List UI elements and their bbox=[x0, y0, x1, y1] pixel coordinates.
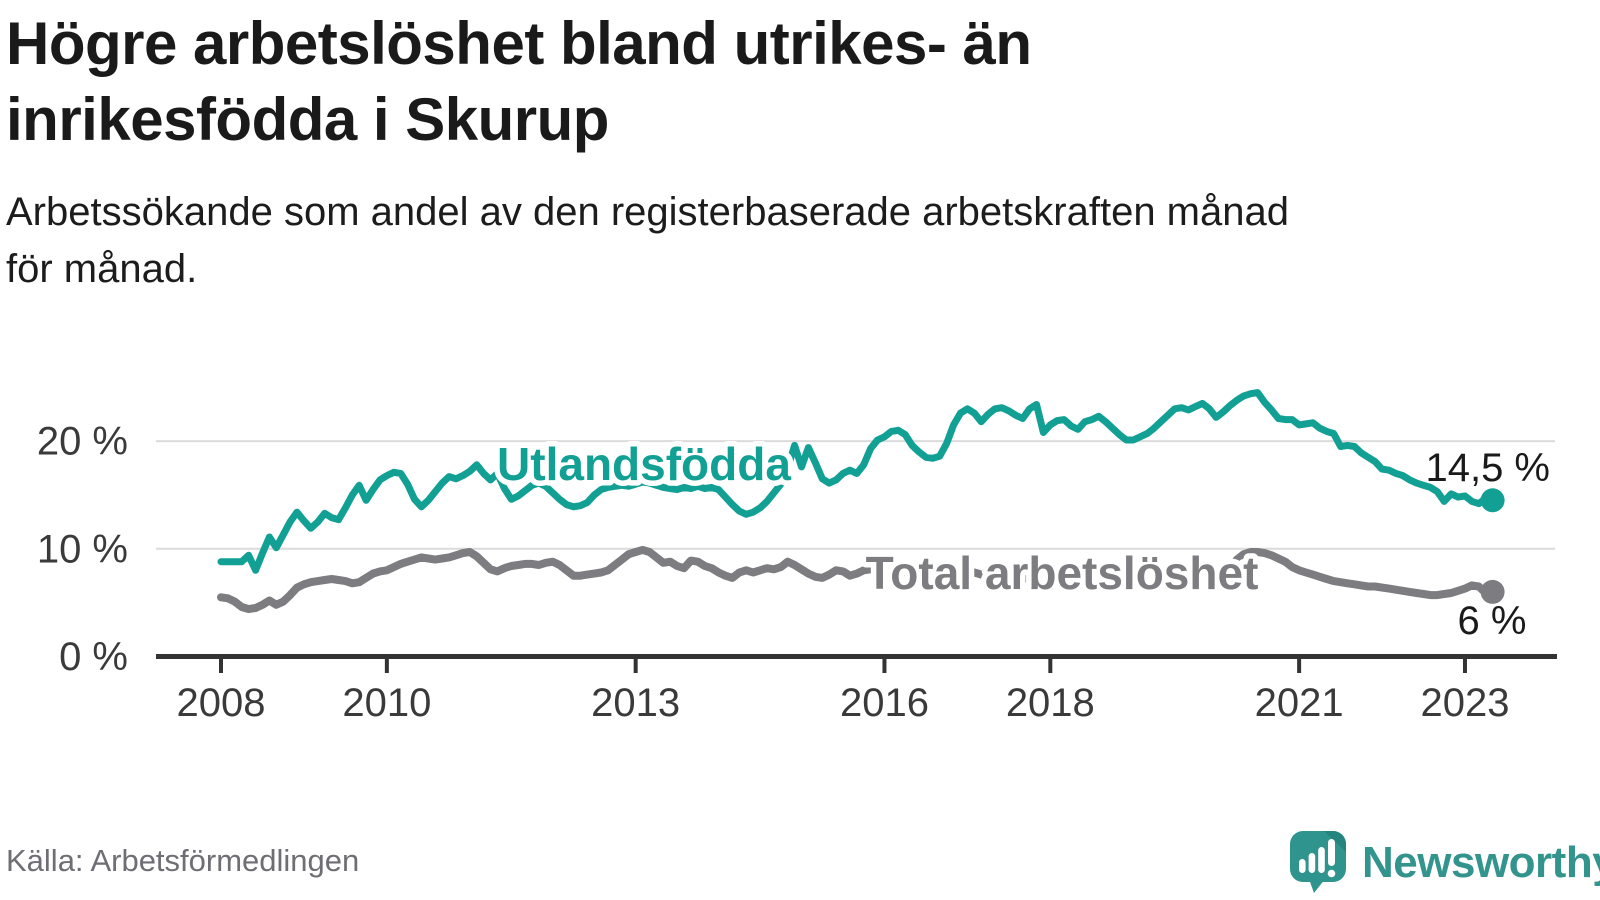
gridlines bbox=[156, 440, 1555, 550]
y-axis-label-20: 20 % bbox=[37, 420, 128, 464]
end-value-label-utlandsfodda: 14,5 % bbox=[1425, 446, 1550, 490]
speech-bubble-tail bbox=[1309, 879, 1325, 893]
y-axis-label-0: 0 % bbox=[59, 635, 128, 679]
chart-subtitle-line-1: Arbetssökande som andel av den registerb… bbox=[6, 190, 1289, 234]
x-axis-label-2023: 2023 bbox=[1420, 681, 1509, 725]
x-axis-label-2021: 2021 bbox=[1255, 681, 1344, 725]
chart-title-line-2: inrikesfödda i Skurup bbox=[6, 85, 609, 153]
exclamation-dot bbox=[1327, 869, 1336, 878]
x-axis bbox=[156, 654, 1557, 673]
x-axis-label-2010: 2010 bbox=[342, 681, 431, 725]
x-axis-label-2016: 2016 bbox=[840, 681, 929, 725]
end-dot-total-arbetsloshet bbox=[1480, 579, 1505, 604]
series-label-utlandsfodda: Utlandsfödda bbox=[497, 438, 791, 490]
axis-tick-labels: 0 % 10 % 20 % 2008 2010 2013 2016 2018 2021 2023 bbox=[37, 420, 1510, 725]
x-axis-label-2018: 2018 bbox=[1006, 681, 1095, 725]
chart-subtitle: Arbetssökande som andel av den registerb… bbox=[6, 184, 1566, 298]
exclamation-bar bbox=[1328, 839, 1335, 866]
series-lines bbox=[217, 389, 1505, 614]
series-line-total-arbetsloshet bbox=[217, 545, 1497, 614]
source-note: Källa: Arbetsförmedlingen bbox=[6, 843, 360, 878]
newsworthy-branding: Newsworthy bbox=[1288, 830, 1600, 900]
end-value-label-total-arbetsloshet: 6 % bbox=[1458, 599, 1527, 643]
bubble-corner-fold bbox=[1324, 831, 1346, 852]
series-label-total-arbetsloshet: Total arbetslöshet bbox=[866, 547, 1259, 599]
chart-title-line-1: Högre arbetslöshet bland utrikes- än bbox=[6, 10, 1032, 77]
newsworthy-logo-icon bbox=[1290, 831, 1346, 893]
bar-chart-glyph bbox=[1299, 839, 1336, 878]
end-dot-utlandsfodda bbox=[1480, 488, 1505, 513]
newsworthy-wordmark: Newsworthy bbox=[1362, 838, 1600, 887]
chart-title: Högre arbetslöshet bland utrikes- än inr… bbox=[6, 6, 1306, 157]
series-line-utlandsfodda bbox=[217, 389, 1497, 574]
y-axis-label-10: 10 % bbox=[37, 527, 128, 571]
chart-subtitle-line-2: för månad. bbox=[6, 247, 198, 292]
x-axis-label-2008: 2008 bbox=[177, 681, 266, 725]
series-annotations: Utlandsfödda Total arbetslöshet 14,5 % 6… bbox=[492, 433, 1550, 644]
x-axis-label-2013: 2013 bbox=[591, 681, 680, 725]
